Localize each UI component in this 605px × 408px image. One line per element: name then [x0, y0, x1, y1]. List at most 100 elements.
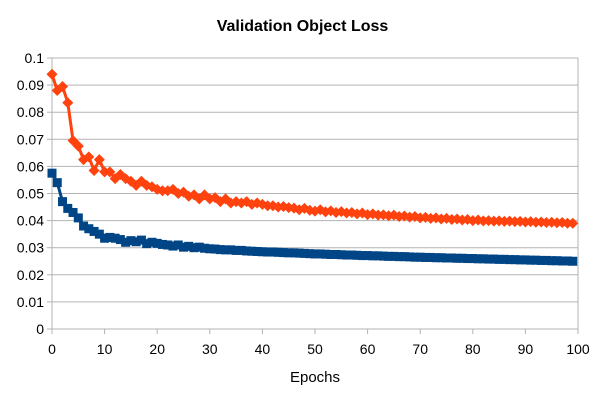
data-point — [121, 237, 131, 247]
data-point — [310, 249, 320, 259]
data-point — [499, 254, 509, 264]
data-point — [94, 229, 104, 239]
data-point — [142, 239, 152, 249]
data-point — [131, 237, 141, 247]
data-point — [415, 252, 425, 262]
data-point — [326, 249, 336, 259]
x-tick-label: 20 — [149, 341, 165, 357]
x-tick-label: 70 — [412, 341, 428, 357]
data-point — [436, 253, 446, 263]
data-point — [72, 140, 84, 152]
data-point — [515, 255, 525, 265]
data-point — [168, 241, 178, 251]
data-point — [473, 254, 483, 264]
data-point — [431, 253, 441, 263]
data-point — [252, 246, 262, 256]
data-point — [221, 245, 231, 255]
data-point — [115, 235, 125, 245]
data-point — [257, 247, 267, 257]
data-point — [315, 249, 325, 259]
x-axis-ticks: 0 10 20 30 40 50 60 70 80 90 100 — [48, 341, 590, 357]
data-point — [384, 251, 394, 261]
data-point — [321, 249, 331, 259]
x-tick-label: 50 — [307, 341, 323, 357]
data-point — [457, 253, 467, 263]
data-point — [489, 254, 499, 264]
x-axis-label: Epochs — [289, 369, 341, 386]
data-point — [562, 256, 572, 266]
data-point — [336, 250, 346, 260]
series-layer — [46, 68, 579, 266]
data-point — [231, 245, 241, 255]
y-tick-label: 0.02 — [17, 267, 44, 283]
x-tick-label: 80 — [465, 341, 481, 357]
data-point — [331, 249, 341, 259]
data-point — [126, 236, 136, 246]
chart-title: Validation Object Loss — [216, 18, 389, 35]
data-point — [526, 255, 536, 265]
data-point — [263, 247, 273, 257]
x-tick-label: 90 — [518, 341, 534, 357]
data-point — [568, 256, 578, 266]
y-tick-label: 0.01 — [17, 294, 44, 310]
data-point — [173, 240, 183, 250]
data-point — [447, 253, 457, 263]
data-point — [100, 233, 110, 243]
data-point — [484, 254, 494, 264]
y-tick-label: 0 — [36, 321, 44, 337]
data-point — [152, 238, 162, 248]
data-point — [363, 251, 373, 261]
data-point — [442, 253, 451, 263]
data-point — [342, 250, 352, 260]
data-point — [273, 247, 283, 257]
y-tick-label: 0.05 — [17, 186, 44, 202]
data-point — [347, 250, 357, 260]
data-point — [410, 252, 420, 262]
data-point — [226, 245, 236, 255]
data-point — [541, 255, 551, 265]
data-point — [536, 255, 546, 265]
data-point — [520, 255, 530, 265]
data-point — [179, 242, 188, 252]
data-point — [105, 232, 115, 242]
data-point — [84, 224, 94, 234]
series-1 — [46, 68, 579, 229]
data-point — [478, 254, 488, 264]
x-tick-label: 40 — [255, 341, 271, 357]
data-point — [294, 248, 304, 258]
data-point — [205, 244, 215, 254]
data-point — [184, 241, 194, 251]
data-point — [236, 245, 246, 255]
data-point — [189, 243, 199, 253]
data-point — [163, 240, 173, 250]
series-2 — [47, 168, 578, 266]
data-point — [399, 252, 409, 262]
data-point — [83, 151, 95, 163]
y-tick-label: 0.06 — [17, 158, 44, 174]
data-point — [200, 243, 210, 253]
data-point — [510, 255, 520, 265]
data-point — [557, 256, 567, 266]
data-point — [89, 226, 99, 236]
data-point — [505, 255, 515, 265]
data-point — [567, 217, 579, 229]
data-point — [88, 164, 100, 176]
data-point — [52, 178, 62, 188]
x-tick-label: 30 — [202, 341, 218, 357]
x-tick-label: 10 — [97, 341, 113, 357]
y-tick-label: 0.03 — [17, 240, 44, 256]
y-tick-label: 0.08 — [17, 104, 44, 120]
data-point — [194, 242, 204, 252]
data-point — [378, 251, 388, 261]
data-point — [552, 256, 562, 266]
data-point — [420, 252, 430, 262]
data-point — [136, 235, 146, 245]
data-point — [57, 80, 69, 92]
data-point — [305, 249, 315, 259]
data-point — [463, 254, 473, 264]
data-point — [299, 248, 309, 258]
data-point — [268, 247, 278, 257]
data-point — [373, 251, 383, 261]
data-point — [284, 248, 294, 258]
data-point — [352, 250, 362, 260]
